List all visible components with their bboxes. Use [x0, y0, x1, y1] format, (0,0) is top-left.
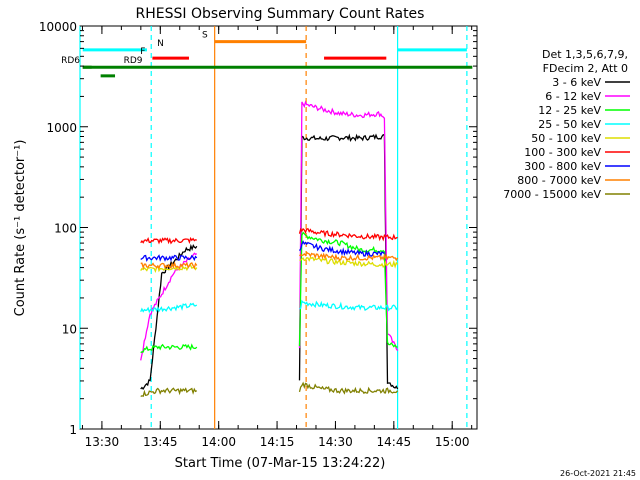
- series-3: [140, 299, 399, 314]
- chart-title: RHESSI Observing Summary Count Rates: [136, 6, 425, 22]
- series-0-segment-0: [140, 243, 198, 390]
- vertical-markers: [79, 26, 468, 429]
- series-1-segment-1: [298, 100, 399, 351]
- legend-label-3: 25 - 50 keV: [538, 118, 601, 131]
- x-tick-label-0: 13:30: [85, 435, 120, 449]
- y-tick-label-3: 1000: [46, 121, 77, 135]
- series-8-segment-1: [298, 381, 399, 395]
- legend: Det 1,3,5,6,7,9,FDecim 2, Att 03 - 6 keV…: [503, 48, 630, 201]
- y-tick-label-4: 10000: [39, 20, 77, 34]
- flag-label-1: S: [202, 31, 208, 41]
- series-2-segment-0: [140, 343, 198, 354]
- series-8-segment-0: [140, 387, 198, 398]
- series-2-segment-1: [298, 231, 398, 348]
- legend-label-4: 50 - 100 keV: [531, 132, 601, 145]
- series-7-segment-0: [140, 261, 198, 270]
- flag-label-0: N: [157, 39, 164, 49]
- x-axis-label: Start Time (07-Mar-15 13:24:22): [175, 456, 386, 471]
- flag-label-5: RD9: [124, 56, 143, 66]
- series-7-segment-1: [299, 251, 399, 262]
- flag-label-6: RD6: [61, 56, 80, 66]
- series-4-segment-1: [299, 256, 399, 269]
- series-5-segment-1: [298, 227, 398, 242]
- x-tick-label-3: 14:15: [260, 435, 295, 449]
- x-tick-label-2: 14:00: [201, 435, 236, 449]
- legend-label-2: 12 - 25 keV: [538, 104, 601, 117]
- axes: 13:30 13:45 14:00 14:15 14:30 14:45 15:00 1 10 10…: [39, 20, 477, 449]
- x-tick-label-1: 13:45: [143, 435, 178, 449]
- legend-label-0: 3 - 6 keV: [552, 76, 601, 89]
- legend-label-8: 7000 - 15000 keV: [503, 188, 601, 201]
- series-4: [140, 256, 399, 274]
- series-5-segment-0: [140, 236, 197, 245]
- legend-label-1: 6 - 12 keV: [545, 90, 601, 103]
- series-1: [140, 100, 399, 361]
- series-3-segment-0: [140, 302, 198, 314]
- series-7: [140, 251, 399, 270]
- series-6-segment-0: [140, 254, 198, 262]
- legend-label-6: 300 - 800 keV: [524, 160, 601, 173]
- plot-frame: [79, 25, 478, 430]
- legend-label-5: 100 - 300 keV: [524, 146, 601, 159]
- legend-label-7: 800 - 7000 keV: [517, 174, 601, 187]
- legend-header-1: FDecim 2, Att 0: [543, 62, 628, 75]
- y-tick-label-2: 100: [54, 222, 77, 236]
- series-2: [140, 231, 398, 354]
- series-6-segment-1: [298, 240, 385, 257]
- x-tick-label-4: 14:30: [318, 435, 353, 449]
- series-8: [140, 381, 399, 398]
- x-tick-label-5: 14:45: [377, 435, 412, 449]
- y-axis-label: Count Rate (s⁻¹ detector⁻¹): [13, 140, 28, 317]
- series-6: [140, 240, 385, 262]
- series-4-segment-0: [140, 264, 198, 274]
- y-tick-label-0: 1: [69, 423, 77, 437]
- series-5: [140, 227, 398, 245]
- legend-header-0: Det 1,3,5,6,7,9,: [542, 48, 628, 61]
- series-0-segment-1: [298, 133, 399, 390]
- flag-label-2: F: [140, 47, 145, 57]
- series-0: [140, 133, 399, 390]
- x-tick-label-6: 15:00: [435, 435, 470, 449]
- series-layer: [140, 100, 399, 398]
- y-tick-label-1: 10: [62, 322, 77, 336]
- series-3-segment-1: [299, 299, 399, 312]
- timestamp: 26-Oct-2021 21:45: [560, 469, 636, 478]
